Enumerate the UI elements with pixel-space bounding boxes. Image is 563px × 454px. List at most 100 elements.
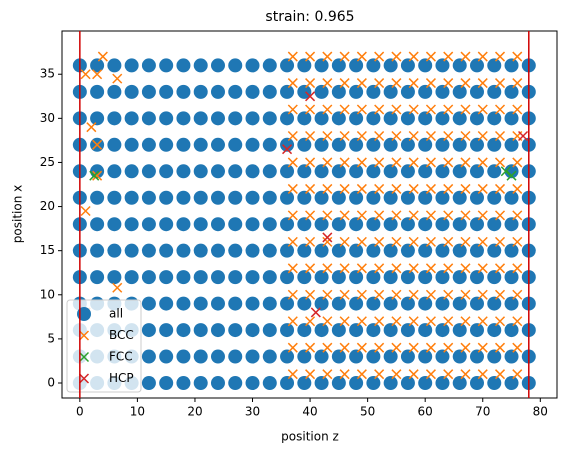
point [297,84,312,99]
point [460,183,471,194]
point [141,190,156,205]
x-tick-label: 80 [533,405,548,419]
point [176,243,191,258]
point [356,236,367,247]
point [262,349,277,364]
point [245,376,260,391]
point [210,164,225,179]
point [228,323,243,338]
point [322,263,333,274]
point [425,210,436,221]
point [89,170,100,181]
point [435,270,450,285]
point [391,210,402,221]
y-tick-label: 10 [40,287,55,301]
point [228,296,243,311]
point [210,58,225,73]
y-tick-label: 35 [40,67,55,81]
point [280,217,295,232]
point [245,111,260,126]
point [408,51,419,62]
point [176,217,191,232]
point [435,296,450,311]
point [494,342,506,353]
legend-box [66,299,142,393]
legend-label: FCC [109,350,133,364]
point [400,296,415,311]
point [435,84,450,99]
point [383,323,398,338]
point [460,342,471,353]
point [477,289,488,300]
point [228,270,243,285]
point [141,58,156,73]
point [400,137,415,152]
point [193,296,208,311]
point [425,157,436,168]
point [487,137,502,152]
chart-title: strain: 0.965 [265,9,354,25]
point [331,296,346,311]
point [297,323,312,338]
point [477,104,488,115]
point [176,137,191,152]
point [366,270,381,285]
point [400,111,415,126]
point [443,130,454,142]
point [107,190,122,205]
point [391,104,402,115]
point [443,263,454,274]
point [418,243,433,258]
point [374,157,385,168]
x-tick-label: 60 [418,405,433,419]
point [280,58,295,73]
point [262,137,277,152]
point [366,323,381,338]
point [210,190,225,205]
point [210,243,225,258]
point [124,84,139,99]
point [512,342,523,353]
point [297,349,312,364]
point [425,236,436,247]
point [245,58,260,73]
point [159,111,174,126]
point [469,270,484,285]
point [443,342,454,353]
point [425,289,436,300]
point [477,236,488,247]
point [107,270,122,285]
point [193,323,208,338]
point [314,376,329,391]
point [210,111,225,126]
point [322,210,333,221]
point [452,58,467,73]
point [408,157,419,168]
point [460,236,471,247]
point [193,270,208,285]
point [356,316,367,327]
point [452,217,467,232]
point [297,111,312,126]
point [487,190,502,205]
point [210,137,225,152]
point [297,296,312,311]
point [366,190,381,205]
point [339,263,350,274]
point [262,164,277,179]
point [124,190,139,205]
point [469,190,484,205]
point [443,51,454,62]
point [418,217,433,232]
point [280,84,295,99]
point [487,376,502,391]
point [391,263,402,274]
point [339,342,350,353]
point [374,78,385,89]
point [366,164,381,179]
point [287,263,298,274]
point [460,369,471,380]
y-axis-label: position x [11,185,25,243]
point [374,104,385,115]
point [107,137,122,152]
